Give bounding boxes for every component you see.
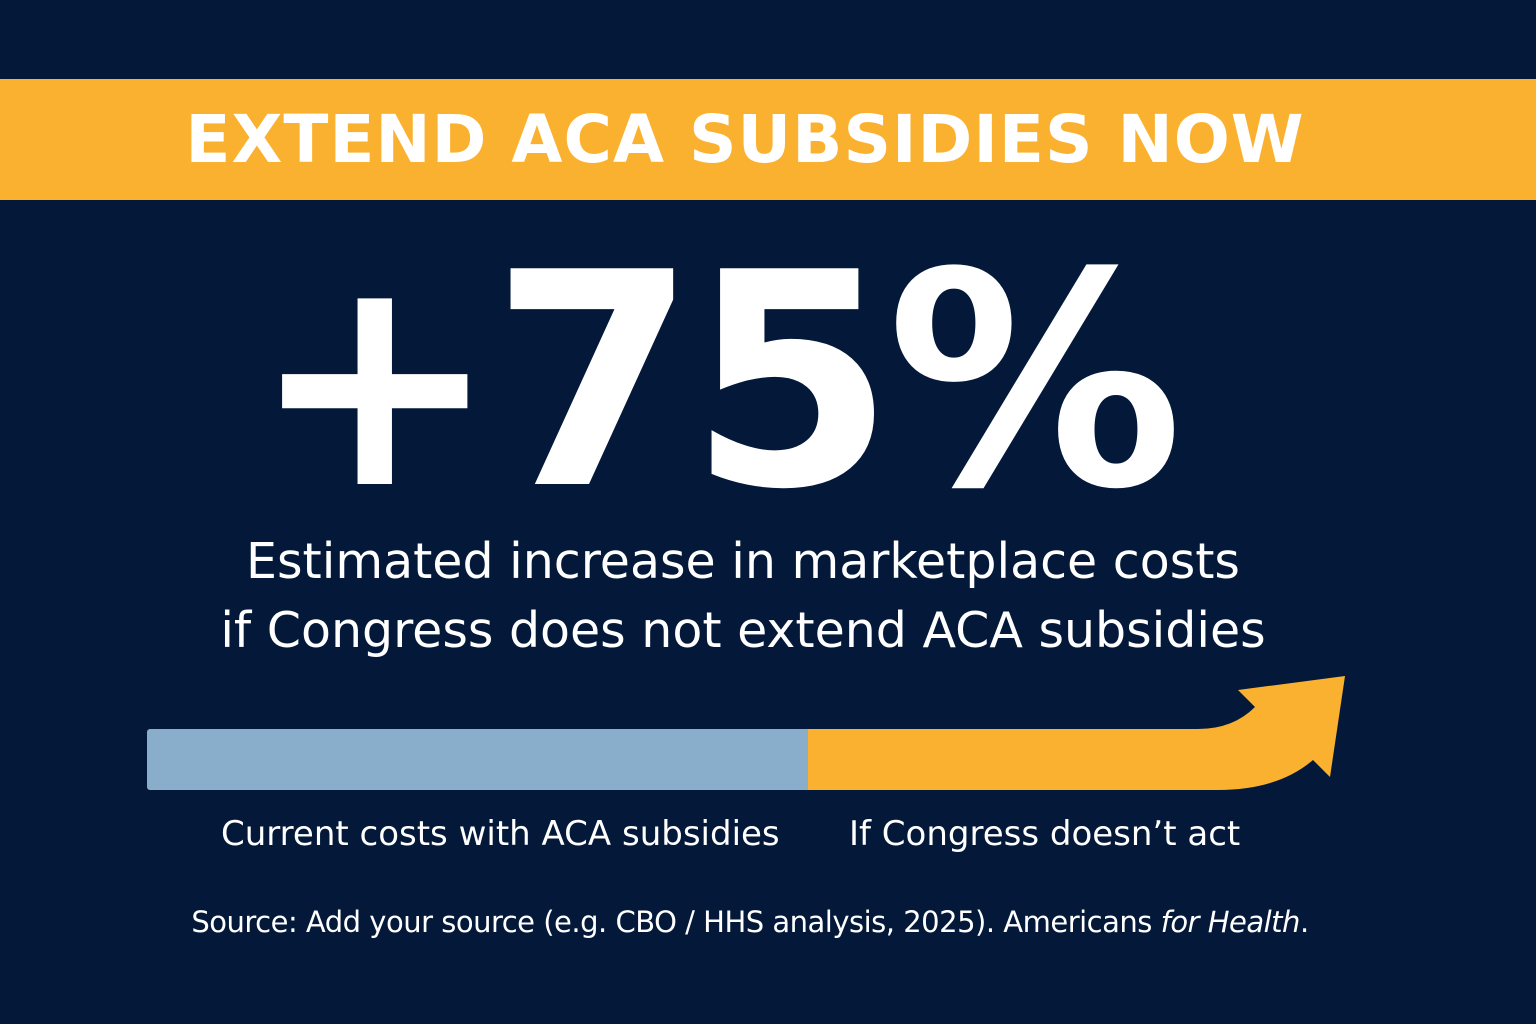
- subtitle-line-1: Estimated increase in marketplace costs: [246, 533, 1240, 590]
- header-banner: EXTEND ACA SUBSIDIES NOW: [0, 79, 1536, 200]
- headline-stat: +75%: [250, 209, 1184, 554]
- source-note: Source: Add your source (e.g. CBO / HHS …: [0, 900, 1500, 944]
- up-right-arrow-icon: [808, 676, 1345, 790]
- increase-arrow-shape: [808, 676, 1345, 790]
- source-italic-health: Health: [1207, 905, 1301, 939]
- current-cost-label: Current costs with ACA subsidies: [221, 814, 780, 854]
- source-period: .: [1299, 905, 1309, 939]
- future-cost-label: If Congress doesn’t act: [849, 814, 1241, 854]
- source-text: Source: Add your source (e.g. CBO / HHS …: [191, 905, 1161, 939]
- source-space: [1199, 905, 1208, 939]
- banner-title: EXTEND ACA SUBSIDIES NOW: [185, 101, 1305, 178]
- source-italic-for: for: [1160, 905, 1200, 939]
- subtitle-line-2: if Congress does not extend ACA subsidie…: [220, 602, 1266, 659]
- current-cost-bar: [147, 729, 810, 790]
